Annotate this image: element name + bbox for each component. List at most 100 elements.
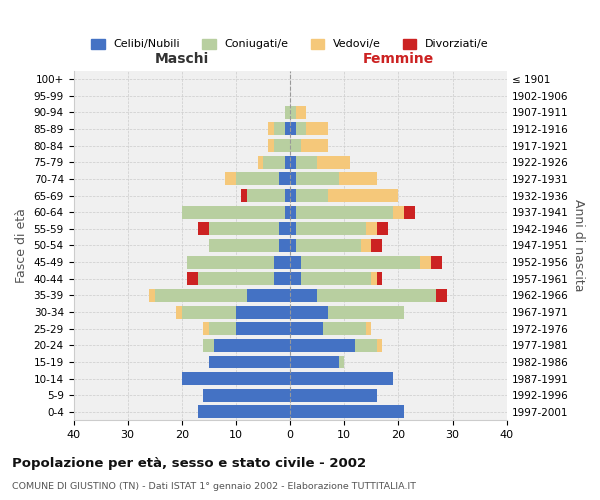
Bar bbox=[290, 406, 404, 418]
Bar bbox=[182, 306, 290, 318]
Bar bbox=[290, 272, 301, 285]
Bar bbox=[371, 272, 377, 285]
Bar bbox=[296, 222, 366, 235]
Bar bbox=[263, 156, 290, 168]
Bar bbox=[236, 172, 290, 186]
Bar bbox=[198, 222, 290, 235]
Bar bbox=[198, 272, 290, 285]
Bar bbox=[209, 239, 290, 252]
Bar bbox=[296, 206, 393, 218]
Bar bbox=[339, 356, 344, 368]
Bar bbox=[274, 122, 290, 136]
Bar bbox=[285, 106, 290, 119]
Bar bbox=[290, 289, 317, 302]
Bar bbox=[377, 272, 382, 285]
Bar bbox=[214, 339, 290, 352]
Bar bbox=[290, 106, 296, 119]
Bar bbox=[268, 139, 290, 152]
Bar bbox=[182, 206, 290, 218]
Text: Maschi: Maschi bbox=[155, 52, 209, 66]
Bar bbox=[361, 239, 371, 252]
Bar bbox=[290, 222, 296, 235]
Bar bbox=[198, 406, 290, 418]
Bar bbox=[285, 106, 290, 119]
Bar bbox=[431, 256, 442, 268]
Bar bbox=[187, 256, 290, 268]
Bar bbox=[187, 256, 290, 268]
Bar bbox=[290, 256, 301, 268]
Bar bbox=[203, 339, 290, 352]
Legend: Celibi/Nubili, Coniugati/e, Vedovi/e, Divorziati/e: Celibi/Nubili, Coniugati/e, Vedovi/e, Di… bbox=[87, 34, 493, 54]
Bar bbox=[209, 222, 290, 235]
Bar bbox=[209, 356, 290, 368]
Bar bbox=[301, 139, 328, 152]
Bar bbox=[290, 339, 355, 352]
Bar bbox=[296, 122, 307, 136]
Bar bbox=[377, 222, 388, 235]
Bar bbox=[209, 322, 290, 335]
Bar bbox=[279, 239, 290, 252]
Bar bbox=[203, 322, 290, 335]
Bar bbox=[404, 206, 415, 218]
Bar bbox=[290, 172, 296, 186]
Bar bbox=[182, 206, 290, 218]
Bar bbox=[290, 306, 328, 318]
Bar bbox=[393, 206, 404, 218]
Bar bbox=[203, 389, 290, 402]
Bar bbox=[182, 306, 290, 318]
Bar bbox=[420, 256, 431, 268]
Text: COMUNE DI GIUSTINO (TN) - Dati ISTAT 1° gennaio 2002 - Elaborazione TUTTITALIA.I: COMUNE DI GIUSTINO (TN) - Dati ISTAT 1° … bbox=[12, 482, 416, 491]
Bar bbox=[301, 272, 371, 285]
Bar bbox=[296, 106, 307, 119]
Bar bbox=[366, 222, 377, 235]
Bar bbox=[209, 239, 290, 252]
Bar bbox=[247, 289, 290, 302]
Bar bbox=[268, 122, 290, 136]
Bar bbox=[209, 356, 290, 368]
Bar bbox=[182, 372, 290, 385]
Bar bbox=[290, 356, 339, 368]
Bar bbox=[290, 189, 296, 202]
Bar bbox=[236, 306, 290, 318]
Bar bbox=[225, 172, 290, 186]
Bar bbox=[279, 172, 290, 186]
Bar bbox=[274, 256, 290, 268]
Bar bbox=[366, 322, 371, 335]
Text: Femmine: Femmine bbox=[363, 52, 434, 66]
Bar bbox=[290, 139, 301, 152]
Bar bbox=[355, 339, 377, 352]
Bar bbox=[155, 289, 290, 302]
Bar bbox=[187, 272, 290, 285]
Bar bbox=[257, 156, 290, 168]
Bar bbox=[436, 289, 447, 302]
Bar bbox=[285, 189, 290, 202]
Bar bbox=[296, 189, 328, 202]
Bar bbox=[149, 289, 290, 302]
Bar bbox=[182, 206, 290, 218]
Bar bbox=[301, 256, 420, 268]
Bar bbox=[274, 272, 290, 285]
Bar bbox=[328, 306, 404, 318]
Bar bbox=[182, 372, 290, 385]
Bar bbox=[274, 122, 290, 136]
Bar bbox=[182, 372, 290, 385]
Bar bbox=[377, 339, 382, 352]
Bar bbox=[198, 406, 290, 418]
Bar bbox=[285, 206, 290, 218]
Bar bbox=[296, 172, 339, 186]
Bar bbox=[247, 189, 290, 202]
Bar bbox=[290, 206, 296, 218]
Bar bbox=[290, 389, 377, 402]
Bar bbox=[371, 239, 382, 252]
Bar bbox=[274, 139, 290, 152]
Bar bbox=[198, 406, 290, 418]
Bar bbox=[339, 172, 377, 186]
Bar bbox=[187, 256, 290, 268]
Bar bbox=[241, 189, 290, 202]
Bar bbox=[296, 156, 317, 168]
Bar bbox=[323, 322, 366, 335]
Bar bbox=[203, 339, 290, 352]
Bar bbox=[279, 222, 290, 235]
Bar bbox=[290, 156, 296, 168]
Bar bbox=[241, 189, 290, 202]
